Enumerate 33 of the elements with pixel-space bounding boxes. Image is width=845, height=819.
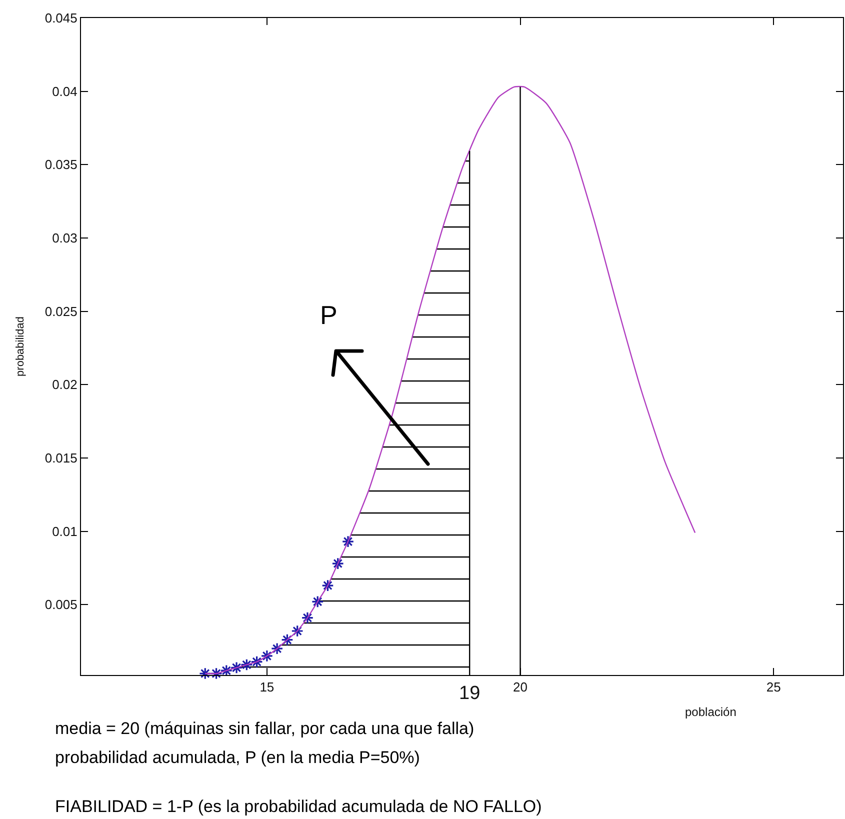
y-tick-label: 0.005 bbox=[44, 597, 78, 612]
y-tick-label: 0.045 bbox=[44, 10, 78, 26]
point bbox=[281, 634, 294, 646]
point bbox=[270, 642, 284, 655]
y-tick-label: 0.015 bbox=[44, 450, 78, 466]
x-tick-label: 15 bbox=[260, 680, 274, 695]
point bbox=[291, 624, 304, 638]
point bbox=[250, 656, 264, 668]
point bbox=[301, 612, 314, 624]
point bbox=[322, 579, 334, 592]
x-tick-label: 25 bbox=[766, 680, 781, 695]
text: FIABILIDAD = 1-P (es la probabilidad acumulada de NO FALLO) bbox=[55, 797, 542, 816]
point bbox=[260, 650, 274, 662]
ref-line-label: 19 bbox=[459, 683, 480, 704]
x-tick-label: 20 bbox=[513, 680, 528, 695]
annotation: P bbox=[320, 300, 338, 330]
y-tick-label: 0.035 bbox=[44, 157, 78, 172]
point bbox=[210, 667, 222, 680]
point bbox=[332, 557, 344, 570]
y-tick-label: 0.02 bbox=[52, 377, 78, 392]
point bbox=[230, 661, 243, 674]
y-tick-label: 0.01 bbox=[52, 524, 78, 539]
text: media = 20 (máquinas sin fallar, por cada una que falla) bbox=[55, 719, 474, 738]
point bbox=[342, 535, 354, 548]
y-axis-title: probabilidad bbox=[14, 316, 27, 376]
y-tick-label: 0.04 bbox=[52, 84, 78, 99]
y-tick-label: 0.03 bbox=[52, 230, 78, 246]
point bbox=[240, 658, 253, 671]
x-axis-title: población bbox=[685, 705, 736, 719]
text: probabilidad acumulada, P (en la media P=50%) bbox=[55, 748, 420, 767]
y-tick-label: 0.025 bbox=[44, 304, 78, 319]
point bbox=[311, 595, 324, 608]
point bbox=[198, 667, 212, 680]
